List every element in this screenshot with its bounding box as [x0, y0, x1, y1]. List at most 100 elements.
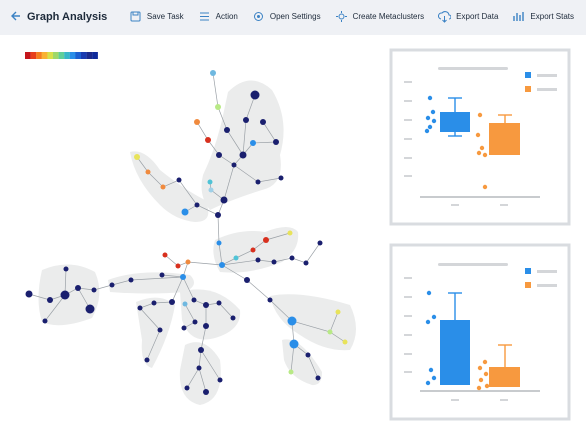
graph-node	[215, 212, 221, 218]
graph-node	[85, 304, 95, 314]
button-label: Open Settings	[269, 12, 321, 21]
graph-node	[210, 70, 216, 76]
graph-node	[271, 259, 277, 265]
graph-node	[198, 347, 204, 353]
graph-node	[219, 262, 225, 268]
color-swatch	[69, 52, 76, 59]
graph-node	[278, 175, 284, 181]
graph-node	[192, 319, 198, 325]
graph-node	[91, 287, 97, 293]
actions: Save Task Action Open Settings Create Metac…	[129, 10, 574, 23]
color-legend	[25, 52, 98, 59]
graph-node	[217, 377, 223, 383]
graph-node	[250, 90, 260, 100]
toolbar-button[interactable]: Save Task	[129, 10, 184, 23]
color-swatch	[36, 52, 42, 59]
toolbar-button[interactable]: Action	[198, 10, 238, 23]
button-label: Export Stats	[530, 12, 574, 21]
graph-node	[205, 137, 211, 143]
button-label: Action	[215, 12, 238, 21]
button-icon	[199, 12, 209, 21]
color-swatch	[47, 52, 54, 59]
graph-node	[287, 230, 293, 236]
graph-node	[194, 202, 200, 208]
graph-node	[128, 277, 134, 283]
graph-node	[25, 290, 33, 298]
toolbar: Graph Analysis Save Task Action Open Setti…	[0, 0, 586, 35]
color-swatch	[64, 52, 70, 59]
graph-node	[231, 162, 237, 168]
graph-node	[216, 152, 222, 158]
graph-node	[255, 179, 261, 185]
graph-node	[203, 302, 209, 308]
graph-node	[182, 301, 188, 307]
graph-node	[162, 252, 168, 258]
graph-node	[317, 240, 323, 246]
button-icon	[253, 12, 263, 21]
graph-node	[303, 260, 309, 266]
graph-node	[335, 309, 341, 315]
button-icon	[335, 11, 347, 22]
graph-node	[342, 339, 348, 345]
graph-node	[47, 297, 53, 303]
graph-node	[267, 297, 273, 303]
graph-node	[315, 375, 321, 381]
graph-node	[144, 357, 150, 363]
color-swatch	[25, 52, 31, 59]
graph-node	[191, 297, 197, 303]
graph-node	[216, 300, 222, 306]
back-icon[interactable]	[10, 9, 22, 23]
graph-node	[145, 169, 151, 175]
graph-node	[63, 266, 69, 272]
color-swatch	[86, 52, 93, 59]
graph-node	[273, 139, 279, 145]
button-label: Export Data	[456, 12, 499, 21]
color-swatch	[81, 52, 87, 59]
graph-node	[159, 272, 165, 278]
graph-node	[175, 263, 181, 269]
stats-panel	[389, 48, 571, 226]
graph-node	[180, 274, 186, 280]
color-swatch	[58, 52, 65, 59]
graph-node	[287, 316, 297, 326]
graph-node	[176, 177, 182, 183]
graph-node	[255, 257, 261, 263]
graph-node	[220, 196, 228, 204]
graph-nodes	[25, 70, 348, 395]
graph-node	[185, 259, 191, 265]
graph-node	[196, 365, 202, 371]
toolbar-button[interactable]: Open Settings	[252, 10, 321, 23]
graph-node	[305, 352, 311, 358]
graph-node	[160, 184, 166, 190]
graph-node	[184, 385, 190, 391]
graph-node	[60, 290, 70, 300]
graph-node	[250, 140, 256, 146]
graph-node	[203, 389, 209, 395]
graph-node	[224, 127, 230, 133]
graph-node	[243, 117, 249, 123]
graph-node	[250, 247, 256, 253]
graph-node	[207, 179, 213, 185]
button-icon	[130, 11, 141, 22]
graph-node	[327, 329, 333, 335]
color-swatch	[41, 52, 48, 59]
graph-node	[42, 318, 48, 324]
color-swatch	[75, 52, 82, 59]
graph-node	[151, 300, 157, 306]
graph-node	[244, 277, 250, 283]
graph-node	[289, 339, 299, 349]
toolbar-button[interactable]: Export Stats	[512, 10, 574, 23]
graph-node	[215, 104, 221, 110]
workspace	[25, 48, 571, 421]
graph-node	[260, 119, 266, 125]
toolbar-button[interactable]: Export Data	[438, 10, 498, 23]
toolbar-button[interactable]: Create Metaclusters	[335, 10, 424, 23]
graph-node	[233, 255, 239, 261]
button-icon	[438, 11, 452, 23]
color-swatch	[53, 52, 59, 59]
graph-node	[134, 154, 140, 160]
graph-node	[181, 325, 187, 331]
graph-node	[208, 187, 214, 193]
graph-node	[230, 315, 236, 321]
graph-node	[169, 299, 175, 305]
